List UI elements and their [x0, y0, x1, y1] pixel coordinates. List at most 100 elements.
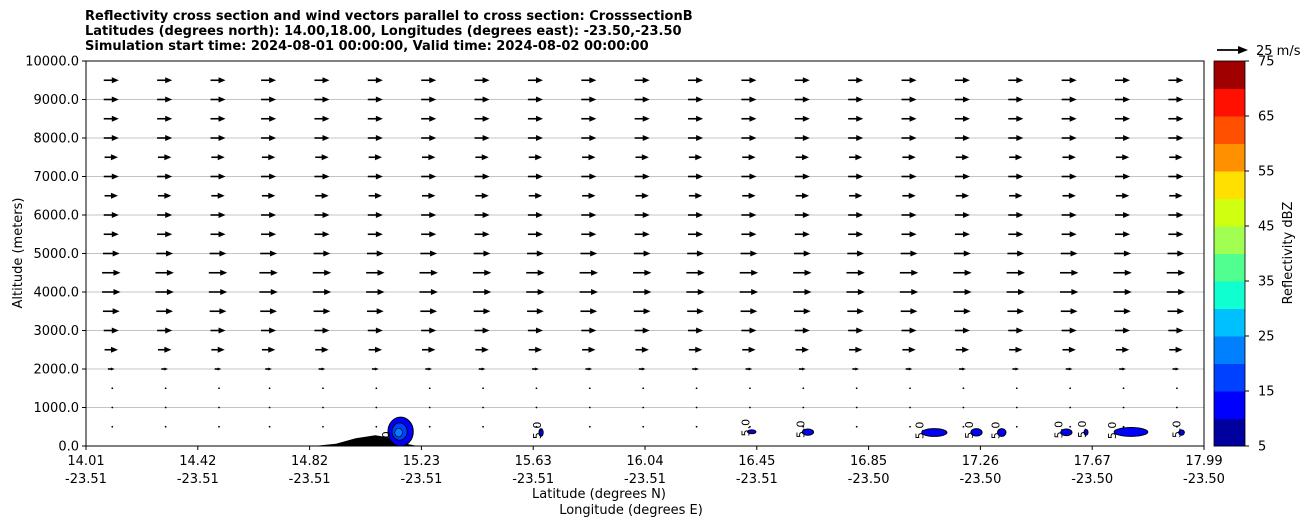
- colorbar-segment: [1214, 143, 1245, 172]
- reflectivity-cell: 5.0: [1076, 420, 1089, 438]
- wind-vector: [793, 269, 812, 276]
- wind-vector: [847, 250, 865, 257]
- wind-vector: [794, 77, 810, 84]
- wind-vector: [688, 154, 703, 161]
- wind-vector: [312, 289, 332, 295]
- wind-vector: [367, 173, 383, 180]
- wind-vector: [527, 135, 543, 141]
- wind-vector: [686, 289, 705, 295]
- wind-vector: [635, 346, 649, 353]
- wind-vector: [638, 367, 646, 371]
- x-tick-label-lon: -23.51: [289, 472, 331, 487]
- wind-vector: [848, 327, 864, 334]
- wind-vector: [156, 250, 174, 257]
- reflectivity-cell: 5.0: [531, 422, 544, 440]
- wind-vector: [632, 289, 652, 295]
- wind-vector: [688, 173, 704, 180]
- wind-vector: [314, 115, 330, 122]
- wind-vector: [741, 115, 757, 122]
- wind-vector: [312, 269, 332, 276]
- wind-vector: [314, 77, 330, 84]
- wind-vector: [527, 327, 543, 334]
- wind-vector: [472, 269, 492, 276]
- wind-vector: [1061, 96, 1077, 103]
- wind-vector: [1168, 135, 1184, 141]
- wind-vector: [688, 327, 704, 334]
- wind-vector: [368, 154, 383, 161]
- wind-vector: [157, 115, 173, 122]
- wind-vector: [161, 367, 169, 371]
- wind-vector: [259, 289, 278, 295]
- wind-vector: [367, 115, 383, 122]
- wind-vector: [1168, 327, 1184, 334]
- wind-vector: [634, 96, 650, 103]
- x-tick-label-lat: 16.04: [626, 454, 663, 469]
- wind-vector: [474, 96, 490, 103]
- wind-vector: [1168, 115, 1184, 122]
- x-tick-label-lon: -23.51: [400, 472, 442, 487]
- reflectivity-cell: 5.0: [963, 421, 983, 439]
- wind-vector: [1176, 406, 1178, 409]
- wind-vector: [157, 135, 173, 141]
- wind-vector: [527, 77, 543, 84]
- wind-vector: [164, 406, 167, 409]
- wind-vector: [210, 231, 226, 238]
- wind-vector: [421, 77, 437, 84]
- wind-vector: [157, 231, 173, 238]
- wind-vector: [1008, 231, 1024, 238]
- wind-vector: [482, 406, 484, 409]
- wind-vector: [798, 367, 806, 371]
- colorbar-tick-label: 45: [1258, 220, 1275, 235]
- wind-vector: [419, 269, 438, 276]
- wind-vector: [954, 250, 971, 257]
- wind-vector: [155, 289, 174, 295]
- wind-vector: [421, 96, 437, 103]
- colorbar-tick-label: 65: [1258, 110, 1275, 125]
- wind-vector: [103, 135, 119, 141]
- wind-vector: [1061, 115, 1077, 122]
- wind-vector: [156, 308, 174, 315]
- reflectivity-cell: 5.0: [380, 416, 414, 446]
- wind-vector: [954, 96, 970, 103]
- wind-vector: [425, 367, 433, 371]
- wind-vector: [1008, 96, 1024, 103]
- x-axis-label-latitude: Latitude (degrees N): [532, 487, 666, 502]
- wind-vector: [1061, 231, 1077, 238]
- wind-vector: [104, 154, 118, 161]
- wind-vector: [421, 135, 437, 141]
- wind-vector: [695, 406, 698, 409]
- wind-vector: [1176, 425, 1178, 428]
- wind-vector: [588, 406, 591, 409]
- wind-vector: [473, 250, 491, 257]
- wind-vector: [954, 135, 970, 141]
- wind-vector: [581, 327, 597, 334]
- wind-vector: [474, 231, 490, 238]
- wind-vector: [739, 269, 759, 276]
- wind-vector: [954, 308, 971, 315]
- wind-vector: [261, 192, 276, 199]
- y-axis: 0.0 1000.0 2000.0 3000.0 4000.0 5000.0 6000.0 7…: [25, 55, 86, 455]
- wind-vector: [1008, 212, 1024, 218]
- wind-vector: [954, 173, 970, 180]
- wind-vector: [157, 77, 173, 84]
- reflectivity-cell: 5.0: [1106, 422, 1149, 439]
- wind-vector: [741, 327, 757, 334]
- wind-vector: [1115, 77, 1131, 84]
- wind-vector: [475, 346, 489, 353]
- y-tick-label: 6000.0: [34, 209, 80, 224]
- x-tick-label-lat: 16.45: [738, 454, 775, 469]
- wind-vector: [1060, 250, 1078, 257]
- wind-vector: [1006, 289, 1026, 295]
- wind-vector: [634, 212, 650, 218]
- colorbar-segment: [1214, 116, 1245, 144]
- wind-vectors: [102, 77, 1186, 428]
- wind-vector: [909, 387, 911, 390]
- wind-vector: [104, 346, 118, 353]
- wind-vector: [211, 154, 225, 161]
- x-tick-label-lon: -23.50: [848, 472, 890, 487]
- wind-vector: [428, 387, 431, 390]
- wind-vector: [1166, 269, 1186, 276]
- wind-vector: [532, 367, 539, 371]
- colorbar-label: Reflectivity dBZ: [1281, 202, 1296, 305]
- x-tick-label-lat: 16.85: [850, 454, 887, 469]
